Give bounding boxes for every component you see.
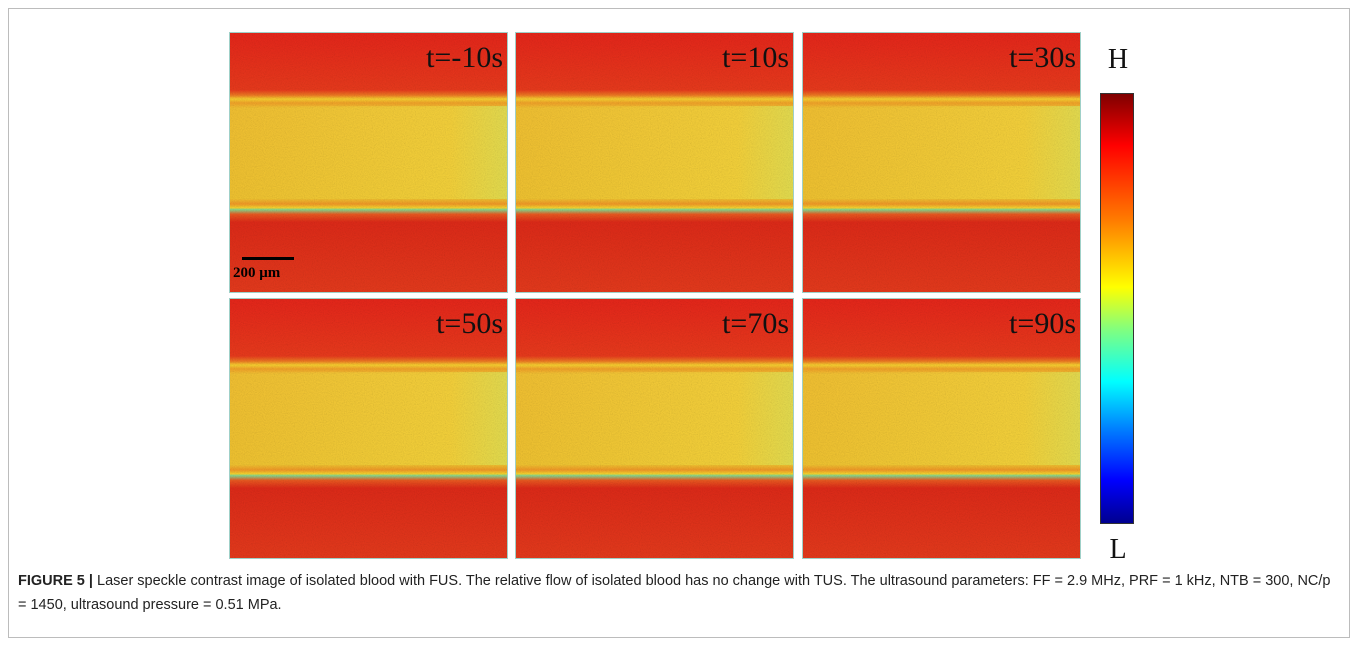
speckle [803, 33, 1080, 292]
image-panel: t=90s [802, 298, 1081, 559]
image-panel: t=10s [515, 32, 794, 293]
panel-label: t=90s [1009, 307, 1076, 340]
figure-frame [8, 8, 1350, 638]
speckle [230, 33, 507, 292]
caption-text: Laser speckle contrast image of isolated… [18, 573, 1331, 613]
image-panel: t=50s [229, 298, 508, 559]
panel-label: t=70s [722, 307, 789, 340]
caption: FIGURE 5 | Laser speckle contrast image … [18, 569, 1338, 617]
image-panel: t=70s [515, 298, 794, 559]
panel-label: t=50s [436, 307, 503, 340]
panel-label: t=10s [722, 41, 789, 74]
image-panel: t=-10s 200 μm [229, 32, 508, 293]
colorbar-high: H [1107, 44, 1129, 75]
colorbar [1100, 93, 1134, 524]
panel-label: t=30s [1009, 41, 1076, 74]
colorbar-low: L [1109, 534, 1127, 565]
speckle [516, 33, 793, 292]
panel-label: t=-10s [426, 41, 503, 74]
speckle [803, 299, 1080, 558]
speckle [230, 299, 507, 558]
scale-bar-label: 200 μm [233, 265, 281, 281]
scale-bar [242, 257, 294, 260]
image-panel: t=30s [802, 32, 1081, 293]
caption-label: FIGURE 5 | [18, 573, 93, 589]
speckle [516, 299, 793, 558]
